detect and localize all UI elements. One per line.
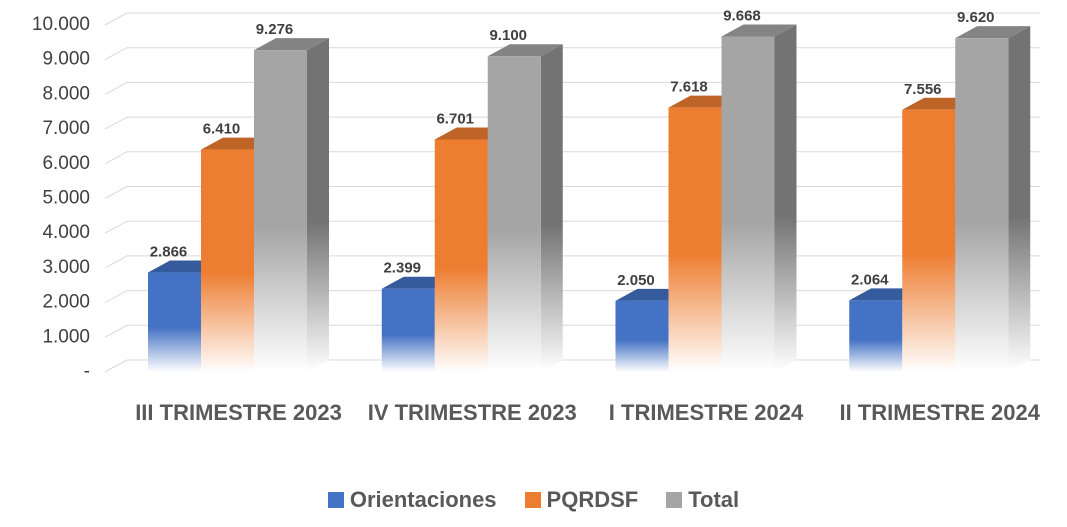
bar-top: [487, 44, 563, 57]
grid-line: [104, 47, 1040, 61]
value-label: 9.100: [489, 27, 527, 44]
grid-line: [104, 12, 1040, 26]
bar: [254, 38, 329, 372]
bar-side: [774, 24, 797, 373]
y-tick-label: 4.000: [42, 222, 90, 243]
value-label: 7.556: [904, 81, 942, 98]
y-tick-label: 10.000: [32, 14, 90, 35]
value-label: 6.410: [203, 121, 241, 138]
bar-front: [381, 288, 435, 372]
y-tick-label: -: [84, 361, 90, 382]
y-tick-label: 8.000: [42, 83, 90, 104]
y-tick-label: 9.000: [42, 49, 90, 70]
bar-side: [307, 38, 329, 372]
legend-swatch: [666, 492, 683, 508]
legend-swatch: [524, 492, 541, 508]
bar-front: [721, 36, 775, 373]
bar: [487, 44, 563, 372]
legend-item: PQRDSF: [524, 487, 639, 513]
bar-front: [668, 107, 722, 373]
legend-label: Orientaciones: [349, 487, 497, 512]
value-label: 7.618: [670, 79, 708, 96]
grid-line: [104, 116, 1040, 130]
value-label: 2.399: [383, 260, 421, 277]
value-label: 9.668: [723, 7, 761, 24]
bar-front: [487, 56, 541, 372]
bar: [955, 26, 1031, 372]
bar-front: [201, 149, 254, 372]
bar-top: [254, 38, 329, 51]
value-label: 2.050: [617, 272, 655, 289]
x-tick-label: IV TRIMESTRE 2023: [367, 400, 577, 425]
legend-swatch: [327, 492, 344, 508]
y-tick-label: 2.000: [42, 292, 90, 313]
value-label: 9.620: [957, 9, 995, 26]
bar-front: [434, 139, 488, 372]
legend-item: Total: [666, 487, 739, 513]
legend-item: Orientaciones: [327, 487, 497, 513]
value-label: 6.701: [436, 110, 474, 127]
bar-front: [849, 300, 903, 372]
bar-side: [540, 44, 563, 372]
value-label: 2.064: [851, 271, 889, 288]
bar-front: [148, 272, 201, 372]
legend-label: Total: [688, 487, 740, 512]
bar-top: [955, 26, 1031, 39]
value-label: 2.866: [150, 244, 188, 261]
bar-side: [1008, 26, 1031, 372]
y-tick-label: 5.000: [42, 188, 90, 209]
bar-top: [721, 24, 797, 37]
x-tick-label: III TRIMESTRE 2023: [135, 400, 342, 425]
bar-front: [955, 38, 1009, 372]
y-tick-label: 3.000: [42, 257, 90, 278]
bar: [721, 24, 797, 373]
grid-line: [104, 81, 1040, 95]
bar-front: [615, 300, 669, 372]
x-tick-label: I TRIMESTRE 2024: [608, 400, 804, 425]
y-tick-label: 7.000: [42, 118, 90, 139]
x-tick-label: II TRIMESTRE 2024: [839, 400, 1040, 425]
legend-label: PQRDSF: [546, 487, 639, 512]
bar-front: [254, 50, 307, 372]
legend: Orientaciones PQRDSF Total: [0, 487, 1067, 513]
bar-front: [902, 109, 956, 373]
y-tick-label: 6.000: [42, 153, 90, 174]
y-tick-label: 1.000: [42, 326, 90, 347]
value-label: 9.276: [256, 21, 294, 38]
